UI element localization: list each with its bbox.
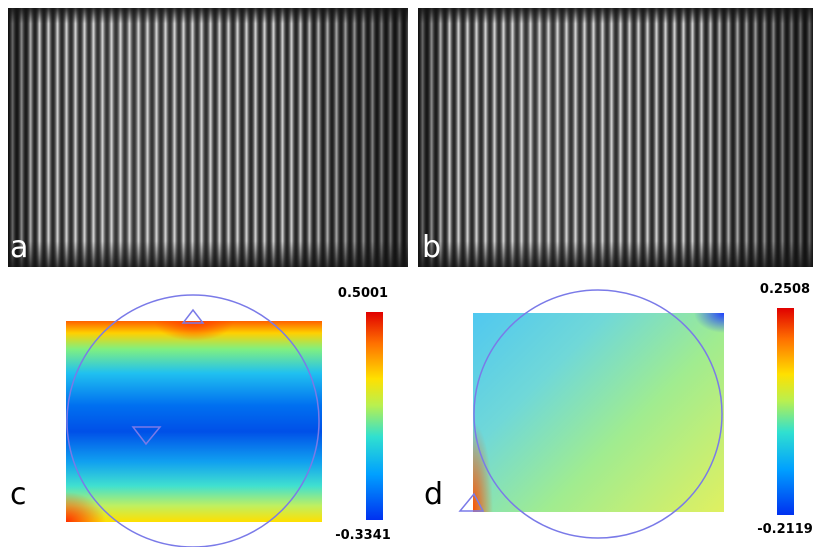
aperture-circle [66,294,320,547]
phase-map [66,321,322,522]
fringe-image [418,8,813,267]
colorbar-min: -0.3341 [335,528,391,543]
aperture-circle [473,289,723,539]
panel-label: a [10,230,29,265]
colorbar [366,312,383,520]
phase-map [473,313,724,512]
panel-label: c [10,477,27,512]
panel-label: d [424,477,444,512]
marker [131,426,162,446]
colorbar [777,308,794,515]
panel-label: b [422,230,442,265]
fringe-image [8,8,408,267]
colorbar-max: 0.2508 [759,282,811,297]
marker [181,308,205,324]
colorbar-max: 0.5001 [337,286,389,301]
marker [458,492,485,512]
colorbar-min: -0.2119 [757,522,813,537]
